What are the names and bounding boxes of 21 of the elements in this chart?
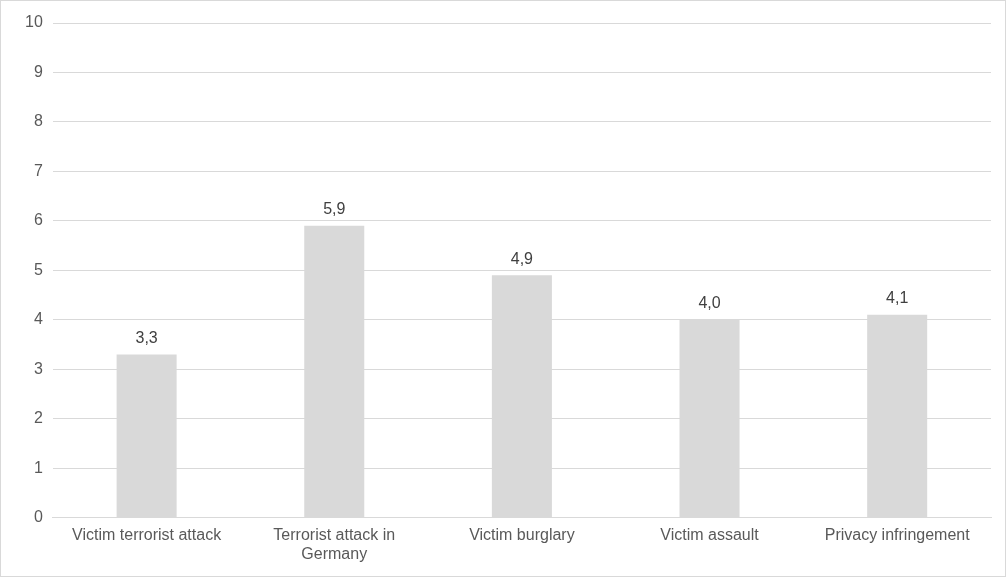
x-tick-label: Victim assault [660,525,760,543]
y-tick-label: 4 [33,310,43,328]
y-tick-label: 0 [33,508,43,526]
y-tick-label: 5 [33,260,43,278]
y-tick-label: 3 [33,359,43,377]
y-tick-label: 7 [33,161,43,179]
data-label: 4,1 [886,289,909,307]
x-tick-label: Privacy infringement [824,525,971,543]
y-tick-label: 1 [33,458,43,476]
y-tick-label: 8 [33,112,43,130]
data-label: 5,9 [323,200,346,218]
y-tick-label: 9 [33,62,43,80]
data-label: 4,0 [698,294,721,312]
data-label: 4,9 [510,249,534,267]
y-tick-label: 6 [33,211,43,229]
x-tick-label: Victim burglary [469,525,575,543]
x-tick-label: Terrorist attack in Germany [273,525,396,562]
data-label: 3,3 [135,328,158,346]
y-tick-label: 10 [25,13,43,31]
x-tick-label: Victim terrorist attack [72,525,223,543]
y-tick-label: 2 [33,409,43,427]
